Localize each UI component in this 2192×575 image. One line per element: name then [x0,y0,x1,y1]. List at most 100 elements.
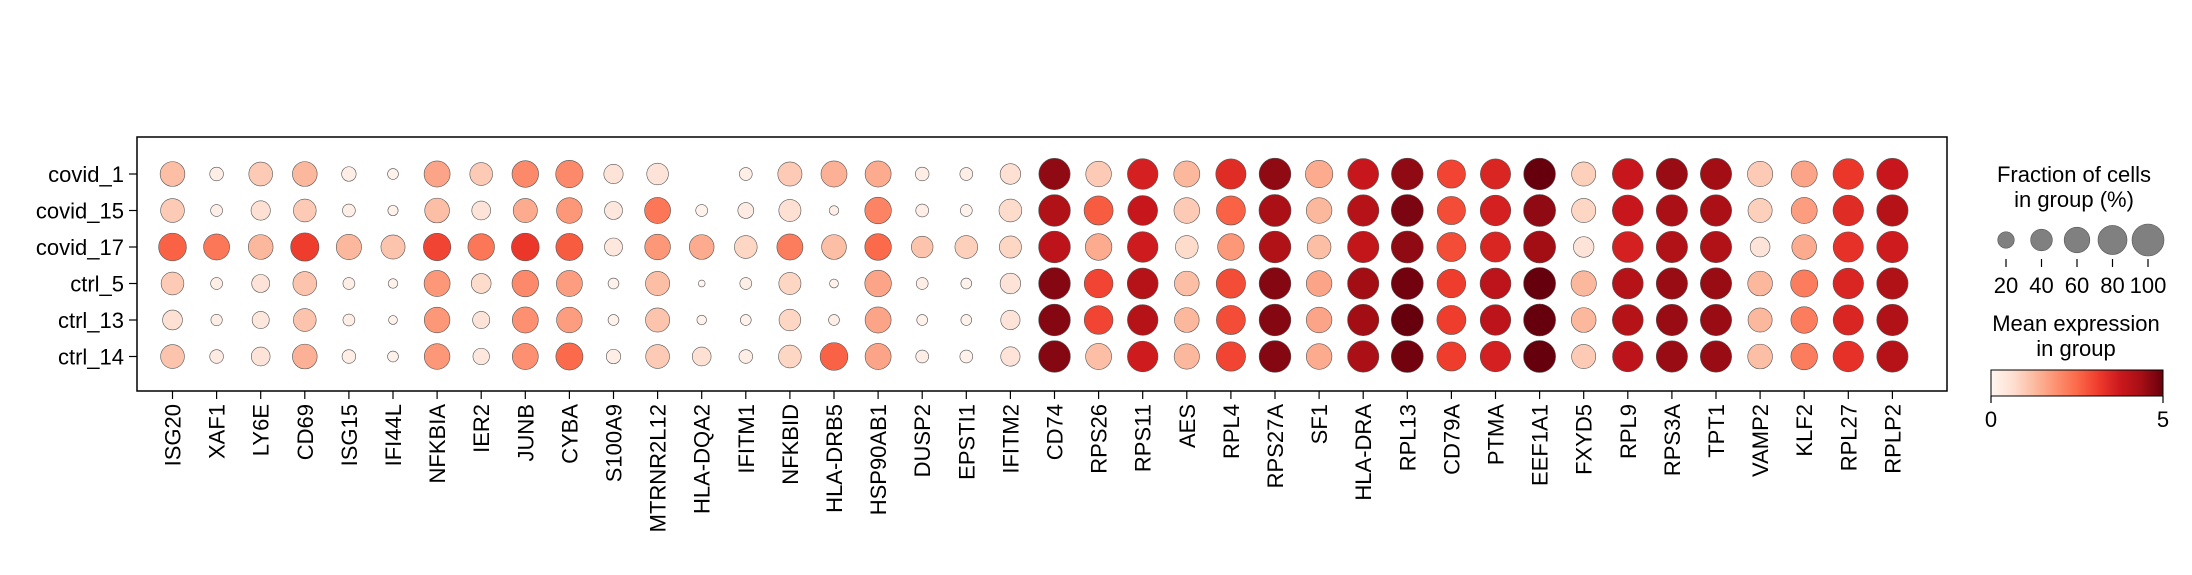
dot-ctrl_13-S100A9 [607,314,620,326]
dot-ctrl_5-EEF1A1 [1523,267,1556,300]
dot-covid_17-RPS3A [1655,231,1688,263]
dot-ctrl_14-RPS26 [1085,343,1112,370]
dot-ctrl_14-MTRNR2L12 [645,344,670,369]
dot-ctrl_14-NFKBID [778,344,802,369]
dot-covid_1-CYBA [555,159,584,189]
dot-ctrl_13-RPL4 [1216,305,1246,335]
dot-ctrl_14-DUSP2 [915,349,929,364]
dot-covid_1-RPS27A [1258,157,1292,191]
dot-ctrl_5-MTRNR2L12 [645,271,671,296]
dot-covid_1-XAF1 [209,166,224,182]
dot-ctrl_13-IFITM2 [1000,310,1021,330]
gene-label-XAF1: XAF1 [205,404,230,459]
gene-label-RPL9: RPL9 [1616,404,1641,459]
dot-ctrl_13-DUSP2 [916,314,928,326]
dot-covid_17-CD79A [1436,232,1467,262]
dot-covid_15-NFKBID [778,199,802,222]
dot-ctrl_13-ISG20 [162,309,183,331]
dot-covid_15-HLA-DQA2 [695,204,708,217]
dot-covid_17-RPLP2 [1876,231,1909,263]
dot-covid_1-CD69 [292,161,318,187]
size-legend-dot-100 [2131,223,2165,257]
dot-covid_17-RPL9 [1612,231,1644,263]
gene-label-ISG15: ISG15 [337,404,362,466]
gene-label-RPL13: RPL13 [1395,404,1420,471]
dot-ctrl_13-TPT1 [1700,304,1732,336]
dot-ctrl_13-JUNB [511,306,539,334]
dot-covid_17-IFI44L [380,234,406,260]
gene-label-SF1: SF1 [1307,404,1332,444]
dot-covid_17-IFITM1 [734,235,758,259]
dot-covid_17-KLF2 [1791,234,1817,260]
dot-covid_15-RPL13 [1391,194,1424,227]
gene-label-RPS3A: RPS3A [1660,404,1685,476]
dot-covid_1-SF1 [1305,159,1334,189]
dot-covid_1-CD74 [1038,158,1071,190]
dot-covid_17-RPL13 [1391,230,1424,264]
group-label-covid_15: covid_15 [36,199,124,224]
color-legend-label-0: 0 [1985,407,1997,432]
dot-ctrl_5-PTMA [1479,267,1512,300]
dot-ctrl_5-ISG15 [342,277,356,290]
dot-covid_17-RPL4 [1217,233,1245,261]
size-legend-dot-20 [1997,231,2015,249]
dot-ctrl_13-XAF1 [210,313,223,326]
dot-covid_17-NFKBID [776,233,804,261]
gene-label-TPT1: TPT1 [1704,404,1729,458]
gene-label-HLA-DQA2: HLA-DQA2 [690,404,715,514]
dot-covid_1-NFKBIA [423,160,451,188]
dot-ctrl_5-RPL9 [1612,267,1644,300]
dot-covid_1-RPL27 [1832,158,1864,190]
dot-covid_15-HLA-DRB5 [828,205,840,216]
dot-covid_1-IFITM2 [999,163,1021,185]
gene-label-FXYD5: FXYD5 [1572,404,1597,475]
dot-covid_17-XAF1 [203,233,230,261]
dot-ctrl_5-RPL27 [1832,267,1864,300]
size-legend-label-40: 40 [2029,273,2053,298]
dot-covid_15-PTMA [1479,194,1512,227]
gene-label-VAMP2: VAMP2 [1748,404,1773,477]
dot-ctrl_5-RPLP2 [1876,267,1909,300]
dot-ctrl_14-RPS11 [1127,340,1159,373]
size-legend-title-line1: Fraction of cells [1997,162,2151,187]
dot-ctrl_13-FXYD5 [1571,307,1597,333]
dot-covid_1-KLF2 [1790,160,1818,188]
dot-covid_17-IER2 [467,233,495,261]
dot-ctrl_5-RPS3A [1655,267,1688,300]
dot-covid_15-AES [1173,197,1200,224]
dot-ctrl_5-HLA-DRB5 [829,278,839,289]
dot-ctrl_5-TPT1 [1700,267,1732,300]
dot-covid_17-TPT1 [1700,231,1732,263]
dot-covid_17-CYBA [555,233,584,261]
dot-ctrl_13-HLA-DQA2 [696,314,707,326]
dot-ctrl_5-IFITM1 [739,277,753,290]
dot-covid_1-RPL13 [1391,157,1424,191]
dot-ctrl_14-EEF1A1 [1523,340,1556,373]
dot-ctrl_5-LY6E [251,274,271,293]
gene-label-CYBA: CYBA [557,404,582,464]
dot-covid_17-EPSTI1 [954,235,978,259]
dot-ctrl_5-ISG20 [160,271,185,296]
size-legend-label-100: 100 [2130,273,2167,298]
dot-covid_17-HLA-DQA2 [689,234,715,260]
dot-covid_1-NFKBID [777,161,803,187]
dot-ctrl_14-HLA-DRA [1347,340,1380,373]
dot-covid_1-FXYD5 [1571,161,1597,187]
dot-ctrl_5-RPS11 [1126,267,1159,300]
dot-covid_1-CD79A [1436,159,1466,189]
dot-ctrl_5-S100A9 [607,277,620,290]
size-legend-label-80: 80 [2100,273,2124,298]
dot-ctrl_14-RPL9 [1612,340,1644,373]
dot-covid_17-AES [1175,235,1199,259]
dot-ctrl_14-RPS27A [1258,340,1292,373]
gene-label-JUNB: JUNB [513,404,538,461]
dot-covid_17-HLA-DRB5 [821,234,847,260]
dot-covid_17-JUNB [511,232,540,262]
dot-covid_1-EPSTI1 [959,167,974,181]
dot-covid_15-EPSTI1 [960,204,973,217]
gene-label-RPL27: RPL27 [1836,404,1861,471]
gene-label-ISG20: ISG20 [161,404,186,466]
dot-ctrl_13-LY6E [251,311,270,329]
dot-ctrl_14-JUNB [511,343,539,370]
dot-covid_15-XAF1 [210,204,223,217]
